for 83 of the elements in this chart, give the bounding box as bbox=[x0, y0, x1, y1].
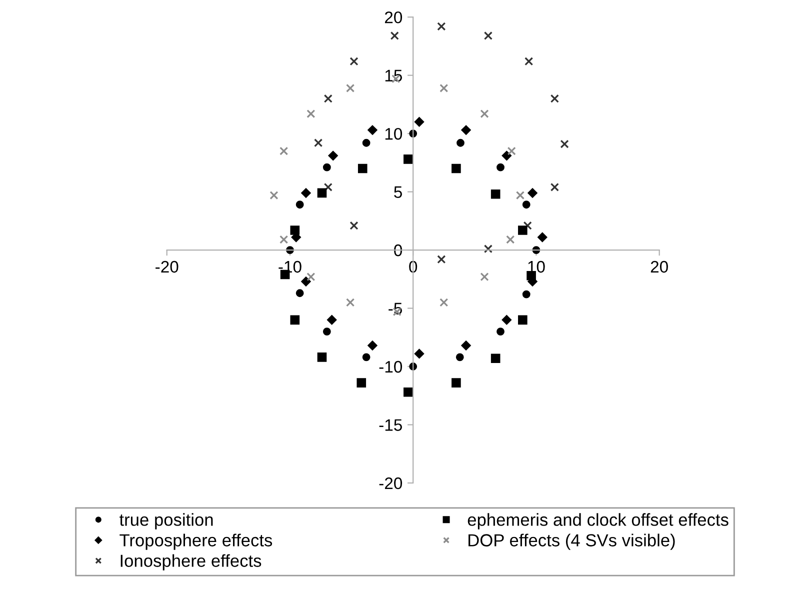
point bbox=[440, 84, 448, 92]
legend-label: ephemeris and clock offset effects bbox=[468, 513, 728, 530]
y-tick-label: -20 bbox=[379, 477, 402, 490]
point bbox=[528, 188, 538, 198]
legend-label: DOP effects (4 SVs visible) bbox=[468, 534, 675, 550]
legend-label: Ionosphere effects bbox=[120, 554, 262, 570]
point bbox=[507, 146, 516, 156]
point bbox=[404, 387, 413, 397]
point bbox=[322, 328, 331, 336]
point bbox=[346, 84, 355, 92]
y-tick-label: 10 bbox=[385, 128, 402, 140]
point bbox=[306, 109, 316, 118]
point bbox=[437, 22, 446, 31]
point bbox=[496, 328, 504, 336]
point bbox=[301, 188, 311, 198]
x-tick-label: 20 bbox=[650, 260, 668, 273]
point bbox=[550, 94, 559, 103]
point bbox=[484, 31, 493, 40]
x-tick-label: -20 bbox=[156, 260, 178, 273]
point bbox=[280, 235, 288, 244]
x-tick-label: 0 bbox=[409, 260, 418, 273]
point bbox=[290, 315, 300, 325]
legend-label: true position bbox=[119, 513, 213, 530]
point bbox=[502, 150, 512, 160]
point bbox=[306, 272, 316, 282]
point bbox=[437, 255, 446, 264]
point bbox=[538, 232, 548, 242]
point bbox=[356, 378, 366, 388]
point bbox=[522, 200, 530, 209]
point bbox=[328, 150, 338, 160]
point bbox=[324, 94, 332, 103]
point bbox=[518, 315, 528, 325]
point bbox=[414, 117, 424, 127]
point bbox=[461, 125, 471, 135]
point bbox=[290, 226, 300, 235]
point bbox=[550, 182, 559, 192]
point bbox=[452, 378, 461, 388]
point bbox=[280, 146, 288, 156]
point bbox=[296, 200, 304, 209]
legend-label: Troposphere effects bbox=[120, 534, 272, 550]
point bbox=[350, 57, 358, 66]
point bbox=[523, 221, 532, 230]
point bbox=[490, 354, 500, 364]
point bbox=[270, 190, 278, 200]
point bbox=[524, 57, 534, 66]
point bbox=[358, 164, 368, 174]
point bbox=[346, 298, 355, 307]
point bbox=[390, 31, 399, 40]
y-tick-label: 5 bbox=[394, 186, 402, 198]
point bbox=[301, 276, 311, 286]
point bbox=[362, 138, 370, 147]
point bbox=[362, 353, 370, 362]
point bbox=[461, 340, 471, 350]
point bbox=[452, 164, 461, 174]
point bbox=[456, 353, 464, 362]
point bbox=[368, 125, 378, 135]
point bbox=[317, 188, 327, 198]
point bbox=[296, 289, 304, 298]
point bbox=[490, 189, 500, 199]
point bbox=[368, 340, 378, 350]
point bbox=[502, 315, 512, 325]
point bbox=[317, 352, 327, 362]
point bbox=[484, 244, 493, 254]
point bbox=[480, 109, 489, 118]
point bbox=[327, 315, 337, 325]
point bbox=[506, 235, 515, 244]
point bbox=[496, 163, 504, 172]
point bbox=[404, 154, 413, 164]
y-tick-label: -15 bbox=[379, 419, 402, 431]
point bbox=[516, 190, 525, 200]
point bbox=[522, 290, 530, 298]
point bbox=[414, 348, 424, 358]
point bbox=[480, 272, 489, 282]
y-tick-label: 20 bbox=[384, 11, 402, 24]
point bbox=[314, 138, 323, 148]
point bbox=[324, 182, 332, 192]
point bbox=[322, 163, 331, 172]
point bbox=[518, 226, 528, 235]
y-tick-label: -10 bbox=[379, 360, 402, 373]
point bbox=[350, 221, 358, 230]
point bbox=[560, 140, 569, 148]
point bbox=[440, 298, 448, 307]
point bbox=[456, 138, 464, 147]
